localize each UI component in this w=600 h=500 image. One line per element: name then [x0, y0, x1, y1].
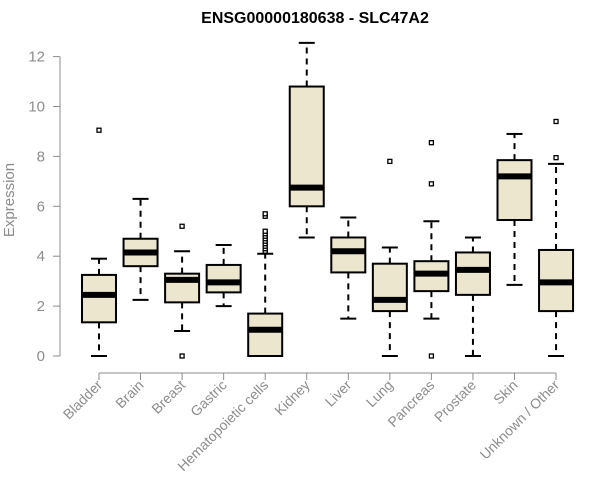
- box-unknown-other: [538, 118, 575, 357]
- iqr-box: [81, 273, 117, 324]
- y-tick-label: 6: [37, 198, 45, 215]
- y-axis: 0 2 4 6 8 10 12: [28, 49, 61, 365]
- iqr-box: [371, 262, 408, 313]
- box-brain: [122, 197, 159, 301]
- x-tick-label: Skin: [490, 377, 521, 408]
- box-bladder: [81, 127, 117, 357]
- x-tick-label: Breast: [148, 377, 188, 417]
- y-tick-label: 2: [37, 298, 45, 315]
- x-tick-label: Bladder: [60, 377, 106, 423]
- x-tick-label: Brain: [112, 377, 146, 411]
- x-tick-label: Kidney: [271, 377, 313, 419]
- x-tick-label: Prostate: [431, 377, 479, 425]
- y-tick-label: 0: [37, 348, 45, 365]
- box-kidney: [288, 41, 325, 239]
- outlier-point: [428, 181, 435, 187]
- box-skin: [496, 132, 533, 286]
- iqr-box: [496, 159, 533, 222]
- iqr-box: [454, 251, 491, 296]
- outlier-point: [553, 118, 559, 125]
- outlier-point: [428, 140, 435, 146]
- outlier-point: [262, 228, 268, 234]
- y-axis-label: Expression: [1, 163, 18, 237]
- box-prostate: [454, 236, 491, 357]
- outlier-point: [553, 154, 559, 161]
- y-tick-label: 12: [28, 49, 45, 66]
- chart-title: ENSG00000180638 - SLC47A2: [201, 10, 429, 27]
- iqr-box: [247, 312, 284, 357]
- iqr-box: [205, 263, 242, 294]
- iqr-box: [330, 236, 367, 274]
- box-hematopoietic-cells: [247, 211, 284, 357]
- outlier-point: [428, 353, 435, 359]
- x-tick-label: Liver: [322, 377, 355, 410]
- y-tick-label: 8: [37, 148, 45, 165]
- box-lung: [371, 158, 408, 357]
- box-pancreas: [413, 140, 450, 359]
- box-gastric: [205, 243, 242, 308]
- x-tick-label: Unknown / Other: [477, 377, 563, 463]
- box-liver: [330, 216, 367, 320]
- x-tick-label: Lung: [363, 377, 396, 410]
- outlier-point: [179, 353, 185, 359]
- outlier-point: [387, 158, 393, 165]
- outlier-point: [262, 211, 268, 217]
- box-breast: [164, 223, 201, 359]
- outlier-point: [96, 127, 102, 133]
- outlier-point: [179, 223, 185, 229]
- y-tick-label: 10: [28, 99, 45, 116]
- box-series: [81, 41, 575, 359]
- y-tick-label: 4: [37, 248, 45, 265]
